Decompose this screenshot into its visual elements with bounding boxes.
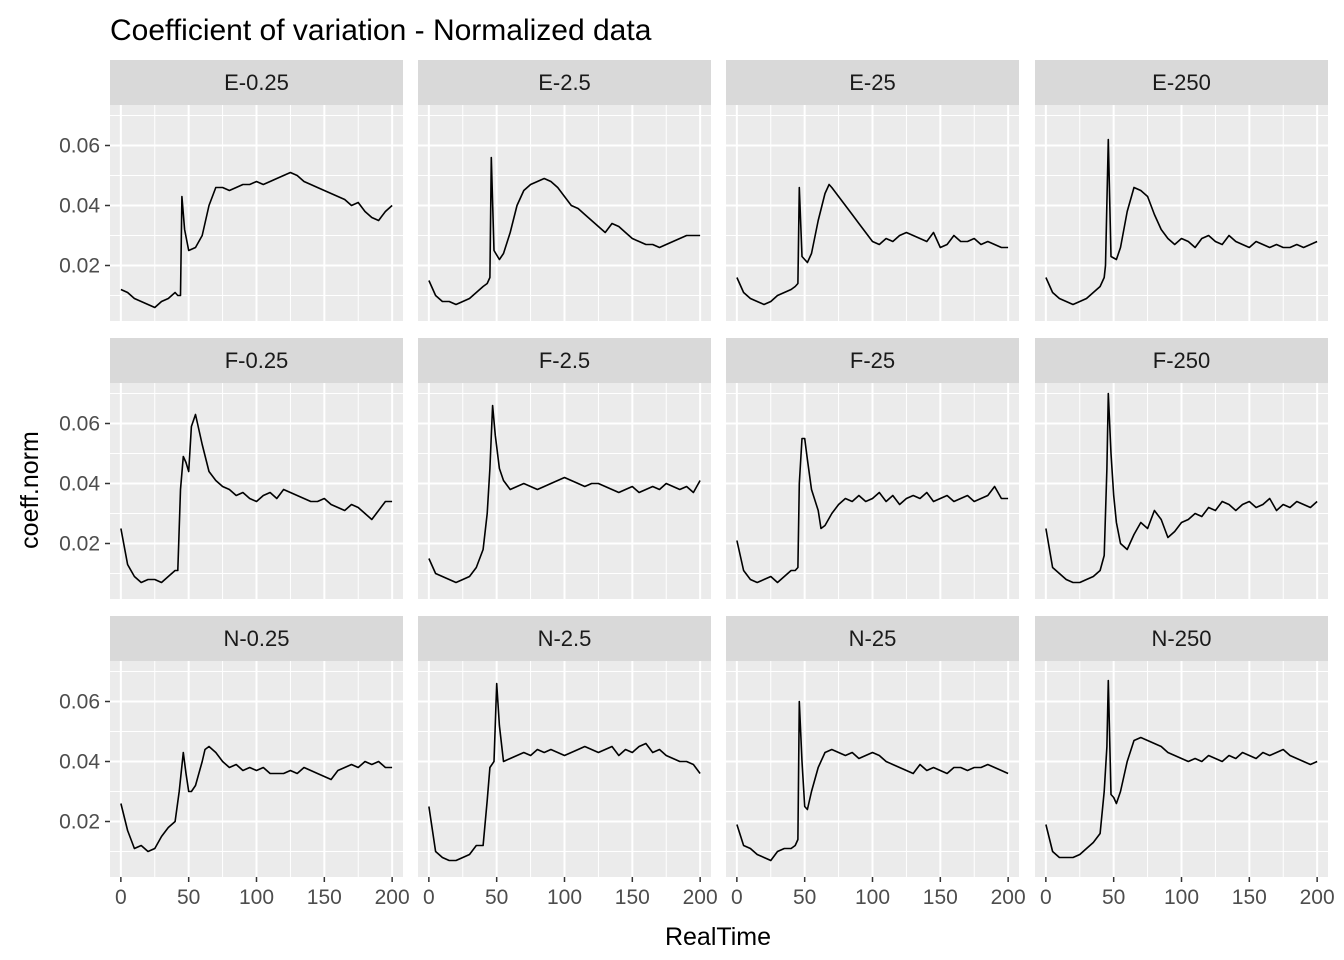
- facet-panel: E-25: [726, 60, 1019, 321]
- facet-panel: E-2.5: [418, 60, 711, 321]
- x-tick-label: 100: [1164, 886, 1199, 909]
- facet-strip: [1035, 338, 1328, 383]
- facet-label: F-250: [1153, 348, 1210, 373]
- series-line: [736, 437, 1009, 584]
- facet-label: E-250: [1152, 70, 1211, 95]
- x-tick-label: 200: [375, 886, 410, 909]
- x-tick-label: 50: [485, 886, 508, 909]
- facet-strip: [726, 616, 1019, 661]
- facet-label: E-0.25: [224, 70, 289, 95]
- y-axis-title: coeff.norm: [16, 431, 44, 549]
- x-tick-label: 200: [991, 886, 1026, 909]
- facet-panel: N-25: [726, 616, 1019, 877]
- facet-strip: [418, 616, 711, 661]
- y-tick-label: 0.02: [59, 533, 100, 556]
- x-tick-label: 0: [115, 886, 127, 909]
- y-tick-label: 0.04: [59, 473, 100, 496]
- series-line: [428, 156, 701, 306]
- facet-strip: [418, 338, 711, 383]
- facet-label: N-25: [849, 626, 897, 651]
- x-tick-label: 150: [923, 886, 958, 909]
- x-tick-label: 150: [307, 886, 342, 909]
- y-tick-label: 0.02: [59, 811, 100, 834]
- x-tick-label: 50: [793, 886, 816, 909]
- facet-strip: [1035, 616, 1328, 661]
- series-line: [1045, 679, 1318, 859]
- facet-label: F-2.5: [539, 348, 590, 373]
- facet-panel: N-250: [1035, 616, 1328, 877]
- series-line: [120, 171, 393, 309]
- facet-label: N-250: [1152, 626, 1212, 651]
- series-line: [428, 682, 701, 862]
- series-line: [736, 700, 1009, 862]
- facet-strip: [110, 338, 403, 383]
- facet-label: E-25: [849, 70, 895, 95]
- x-tick-label: 0: [1040, 886, 1052, 909]
- facet-strip: [418, 60, 711, 105]
- x-tick-label: 100: [855, 886, 890, 909]
- series-line: [1045, 392, 1318, 584]
- chart-title: Coefficient of variation - Normalized da…: [110, 14, 652, 47]
- x-tick-label: 100: [547, 886, 582, 909]
- x-tick-label: 200: [1300, 886, 1335, 909]
- x-tick-label: 100: [239, 886, 274, 909]
- y-tick-label: 0.06: [59, 135, 100, 158]
- facet-strip: [1035, 60, 1328, 105]
- facet-grid: E-0.25 E-2.5 E-25 E-250 F-0.25 F-2.5 F-25 F-250…: [110, 60, 1328, 877]
- y-tick-label: 0.04: [59, 195, 100, 218]
- y-tick-label: 0.02: [59, 255, 100, 278]
- facet-strip: [726, 338, 1019, 383]
- facet-panel: E-0.25: [110, 60, 403, 321]
- facet-panel: F-2.5: [418, 338, 711, 599]
- series-line: [428, 404, 701, 584]
- x-axes: 0 50 100 150 200 0 50 100 150 200 0 50 100 150 200 0 50 1…: [115, 877, 1335, 909]
- facet-label: N-2.5: [538, 626, 592, 651]
- facet-strip: [110, 616, 403, 661]
- x-tick-label: 50: [1102, 886, 1125, 909]
- facet-panel: F-25: [726, 338, 1019, 599]
- x-tick-label: 200: [683, 886, 718, 909]
- y-tick-label: 0.06: [59, 691, 100, 714]
- facet-panel: E-250: [1035, 60, 1328, 321]
- facet-panel: N-2.5: [418, 616, 711, 877]
- facet-label: N-0.25: [223, 626, 289, 651]
- facet-panel: F-0.25: [110, 338, 403, 599]
- facet-panel: N-0.25: [110, 616, 403, 877]
- y-tick-label: 0.04: [59, 751, 100, 774]
- x-tick-label: 0: [423, 886, 435, 909]
- x-tick-label: 150: [615, 886, 650, 909]
- facet-strip: [726, 60, 1019, 105]
- facet-panel: F-250: [1035, 338, 1328, 599]
- series-line: [120, 745, 393, 853]
- y-tick-label: 0.06: [59, 413, 100, 436]
- x-tick-label: 50: [177, 886, 200, 909]
- x-tick-label: 0: [731, 886, 743, 909]
- facet-strip: [110, 60, 403, 105]
- series-line: [1045, 138, 1318, 306]
- facet-label: F-0.25: [225, 348, 289, 373]
- x-tick-label: 150: [1232, 886, 1267, 909]
- facet-label: F-25: [850, 348, 895, 373]
- y-axes: 0.02 0.04 0.06 0.02 0.04 0.06 0.02 0.04 0.06: [59, 135, 110, 834]
- facet-label: E-2.5: [538, 70, 591, 95]
- series-line: [120, 413, 393, 584]
- series-line: [736, 183, 1009, 306]
- x-axis-title: RealTime: [665, 923, 771, 951]
